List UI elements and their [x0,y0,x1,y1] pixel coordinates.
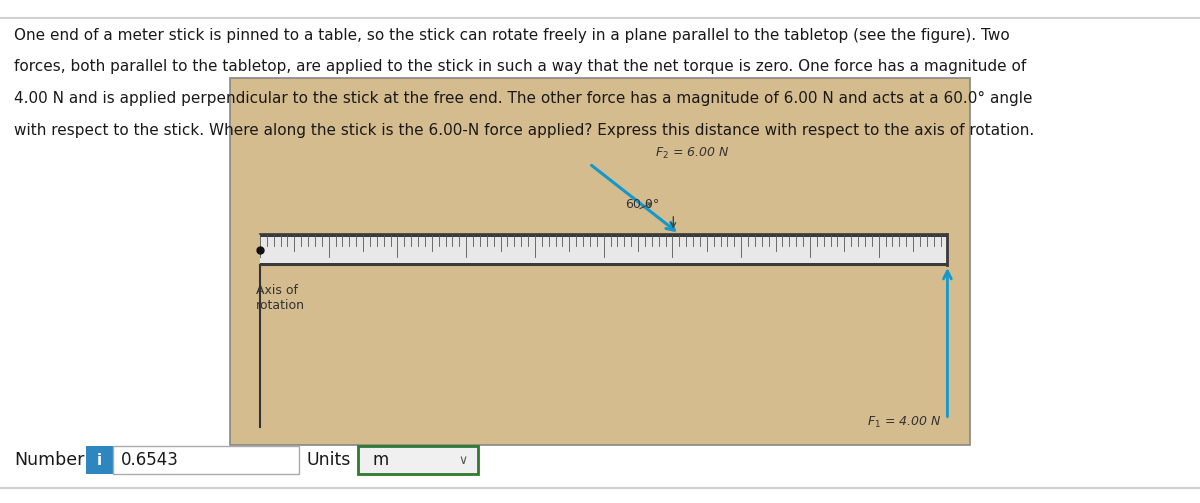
Bar [358,447,478,474]
Text: with respect to the stick. Where along the stick is the 6.00-N force applied? Ex: with respect to the stick. Where along t… [14,123,1034,138]
Text: i: i [97,453,102,468]
Text: 60.0°: 60.0° [625,198,660,211]
Text: m: m [372,451,389,469]
Bar [86,447,113,474]
Text: Units: Units [306,451,350,469]
Text: 4.00 N and is applied perpendicular to the stick at the free end. The other forc: 4.00 N and is applied perpendicular to t… [14,91,1033,106]
Bar [260,236,948,263]
Bar [113,447,299,474]
Text: Axis of
rotation: Axis of rotation [257,284,305,311]
Text: ∨: ∨ [458,454,468,467]
Bar [260,234,948,265]
Text: $F_1$ = 4.00 N: $F_1$ = 4.00 N [868,414,942,430]
Bar [230,78,970,445]
Text: One end of a meter stick is pinned to a table, so the stick can rotate freely in: One end of a meter stick is pinned to a … [14,28,1010,43]
Text: 0.6543: 0.6543 [121,451,179,469]
Text: Number: Number [14,451,85,469]
Text: forces, both parallel to the tabletop, are applied to the stick in such a way th: forces, both parallel to the tabletop, a… [14,59,1027,74]
Text: $F_2$ = 6.00 N: $F_2$ = 6.00 N [655,146,730,161]
